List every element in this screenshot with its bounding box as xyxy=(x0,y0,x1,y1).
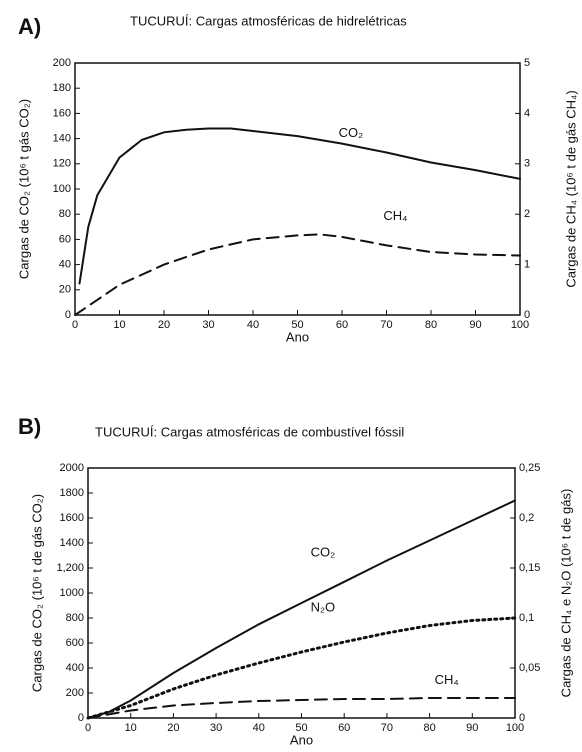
series-line xyxy=(87,499,516,719)
y-tick-label: 1600 xyxy=(60,512,84,524)
chart-title: TUCURUÍ: Cargas atmosféricas de hidrelét… xyxy=(130,13,407,28)
y-tick-label: 20 xyxy=(59,284,71,296)
series-label: CH₄ xyxy=(383,208,407,223)
y-tick-label: 140 xyxy=(53,133,71,145)
y-tick-label: 60 xyxy=(59,233,71,245)
y-tick-label: 100 xyxy=(53,183,71,195)
y2-tick-label: 5 xyxy=(524,57,530,69)
y2-tick-label: 4 xyxy=(524,107,530,119)
y-tick-label: 180 xyxy=(53,82,71,94)
y2-axis-label: Cargas de CH₄ e N₂O (10⁶ t de gás) xyxy=(558,489,573,698)
series-label: CO₂ xyxy=(339,125,364,140)
y2-tick-label: 0,15 xyxy=(519,562,540,574)
y2-tick-label: 0,1 xyxy=(519,612,534,624)
y-tick-label: 0 xyxy=(65,309,71,321)
y2-tick-label: 0 xyxy=(524,309,530,321)
y-tick-label: 1800 xyxy=(60,487,84,499)
y-tick-label: 1000 xyxy=(60,587,84,599)
y-tick-label: 160 xyxy=(53,107,71,119)
y-tick-label: 80 xyxy=(59,208,71,220)
x-tick-label: 50 xyxy=(291,319,303,331)
x-tick-label: 90 xyxy=(466,722,478,734)
series-line xyxy=(86,616,517,720)
y2-tick-label: 3 xyxy=(524,158,530,170)
y-tick-label: 800 xyxy=(66,612,84,624)
x-tick-label: 70 xyxy=(381,722,393,734)
plot-frame xyxy=(74,62,521,316)
series-label: N₂O xyxy=(311,599,336,614)
x-tick-label: 10 xyxy=(125,722,137,734)
y-tick-label: 40 xyxy=(59,259,71,271)
y-axis-label: Cargas de CO₂ (10⁶ t de gás CO₂) xyxy=(29,494,44,692)
y2-tick-label: 0,2 xyxy=(519,512,534,524)
x-tick-label: 30 xyxy=(202,319,214,331)
x-tick-label: 80 xyxy=(425,319,437,331)
x-tick-label: 100 xyxy=(511,319,529,331)
x-tick-label: 20 xyxy=(158,319,170,331)
x-tick-label: 30 xyxy=(210,722,222,734)
x-tick-label: 90 xyxy=(469,319,481,331)
x-axis-label: Ano xyxy=(286,329,309,344)
chart-title: TUCURUÍ: Cargas atmosféricas de combustí… xyxy=(95,424,404,439)
y-tick-label: 120 xyxy=(53,158,71,170)
y-tick-label: 2000 xyxy=(60,462,84,474)
x-tick-label: 0 xyxy=(72,319,78,331)
series-line xyxy=(87,697,516,719)
x-tick-label: 80 xyxy=(423,722,435,734)
series-line xyxy=(78,127,521,285)
x-tick-label: 10 xyxy=(113,319,125,331)
x-tick-label: 40 xyxy=(253,722,265,734)
y2-tick-label: 0 xyxy=(519,712,525,724)
panel-label: B) xyxy=(18,414,41,439)
y2-tick-label: 0,05 xyxy=(519,662,540,674)
x-tick-label: 50 xyxy=(295,722,307,734)
y-tick-label: 0 xyxy=(78,712,84,724)
series-label: CO₂ xyxy=(311,544,336,559)
panel-label: A) xyxy=(18,14,41,39)
y-tick-label: 1,200 xyxy=(56,562,84,574)
y-axis-label: Cargas de CO₂ (10⁶ t gás CO₂) xyxy=(16,99,31,279)
y-tick-label: 200 xyxy=(66,687,84,699)
x-tick-label: 0 xyxy=(85,722,91,734)
x-tick-label: 100 xyxy=(506,722,524,734)
x-tick-label: 60 xyxy=(338,722,350,734)
y-tick-label: 600 xyxy=(66,637,84,649)
x-axis-label: Ano xyxy=(290,732,313,747)
y-tick-label: 200 xyxy=(53,57,71,69)
x-tick-label: 20 xyxy=(167,722,179,734)
y-tick-label: 400 xyxy=(66,662,84,674)
y2-axis-label: Cargas de CH₄ (10⁶ t de gás CH₄) xyxy=(563,90,578,287)
x-tick-label: 40 xyxy=(247,319,259,331)
x-tick-label: 70 xyxy=(380,319,392,331)
y2-tick-label: 1 xyxy=(524,259,530,271)
series-line xyxy=(74,233,521,316)
series-label: CH₄ xyxy=(435,672,459,687)
x-tick-label: 60 xyxy=(336,319,348,331)
y-tick-label: 1400 xyxy=(60,537,84,549)
y2-tick-label: 0,25 xyxy=(519,462,540,474)
y2-tick-label: 2 xyxy=(524,208,530,220)
